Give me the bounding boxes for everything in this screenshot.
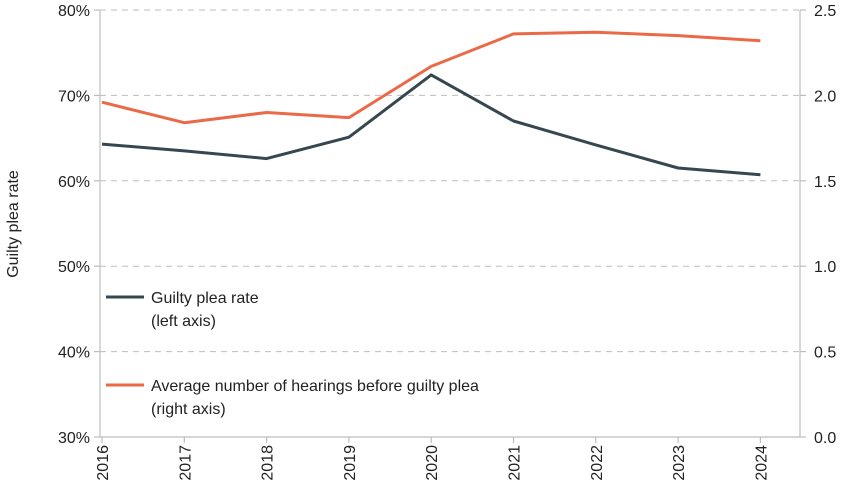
left-tick-label: 60% (58, 174, 90, 191)
legend-label-note: (right axis) (151, 401, 226, 418)
left-tick-label: 30% (58, 430, 90, 447)
axes (99, 10, 801, 438)
series-line-2 (101, 30, 761, 125)
right-tick-label: 2.5 (814, 3, 836, 20)
left-tick-label: 80% (58, 3, 90, 20)
x-tick-label: 2024 (753, 445, 770, 481)
legend-label: Guilty plea rate (151, 290, 259, 307)
y-axis-title: Guilty plea rate (5, 170, 22, 278)
x-tick-label: 2022 (589, 445, 606, 481)
x-axis-ticks: 2016 2017 2018 2019 2020 2021 2022 2023 2024 (95, 437, 770, 481)
legend: Guilty plea rate (left axis) Average numbe… (106, 290, 479, 418)
x-tick-label: 2016 (95, 445, 112, 481)
right-tick-label: 0.0 (814, 430, 836, 447)
right-tick-label: 0.5 (814, 345, 836, 362)
gridlines (100, 9, 800, 353)
left-axis-ticks: 30% 40% 50% 60% 70% 80% (58, 3, 100, 447)
series (101, 30, 761, 177)
right-axis-ticks: 0.0 0.5 1.0 1.5 2.0 2.5 (800, 3, 836, 447)
right-tick-label: 1.5 (814, 174, 836, 191)
legend-label: Average number of hearings before guilty… (151, 378, 479, 395)
series-line-1 (101, 73, 761, 177)
right-tick-label: 1.0 (814, 259, 836, 276)
left-tick-label: 40% (58, 345, 90, 362)
left-tick-label: 70% (58, 88, 90, 105)
x-tick-label: 2021 (507, 445, 524, 481)
x-tick-label: 2019 (342, 445, 359, 481)
x-tick-label: 2023 (671, 445, 688, 481)
legend-label-note: (left axis) (151, 313, 216, 330)
right-tick-label: 2.0 (814, 88, 836, 105)
x-tick-label: 2018 (260, 445, 277, 481)
x-tick-label: 2017 (177, 445, 194, 481)
x-tick-label: 2020 (424, 445, 441, 481)
left-tick-label: 50% (58, 259, 90, 276)
